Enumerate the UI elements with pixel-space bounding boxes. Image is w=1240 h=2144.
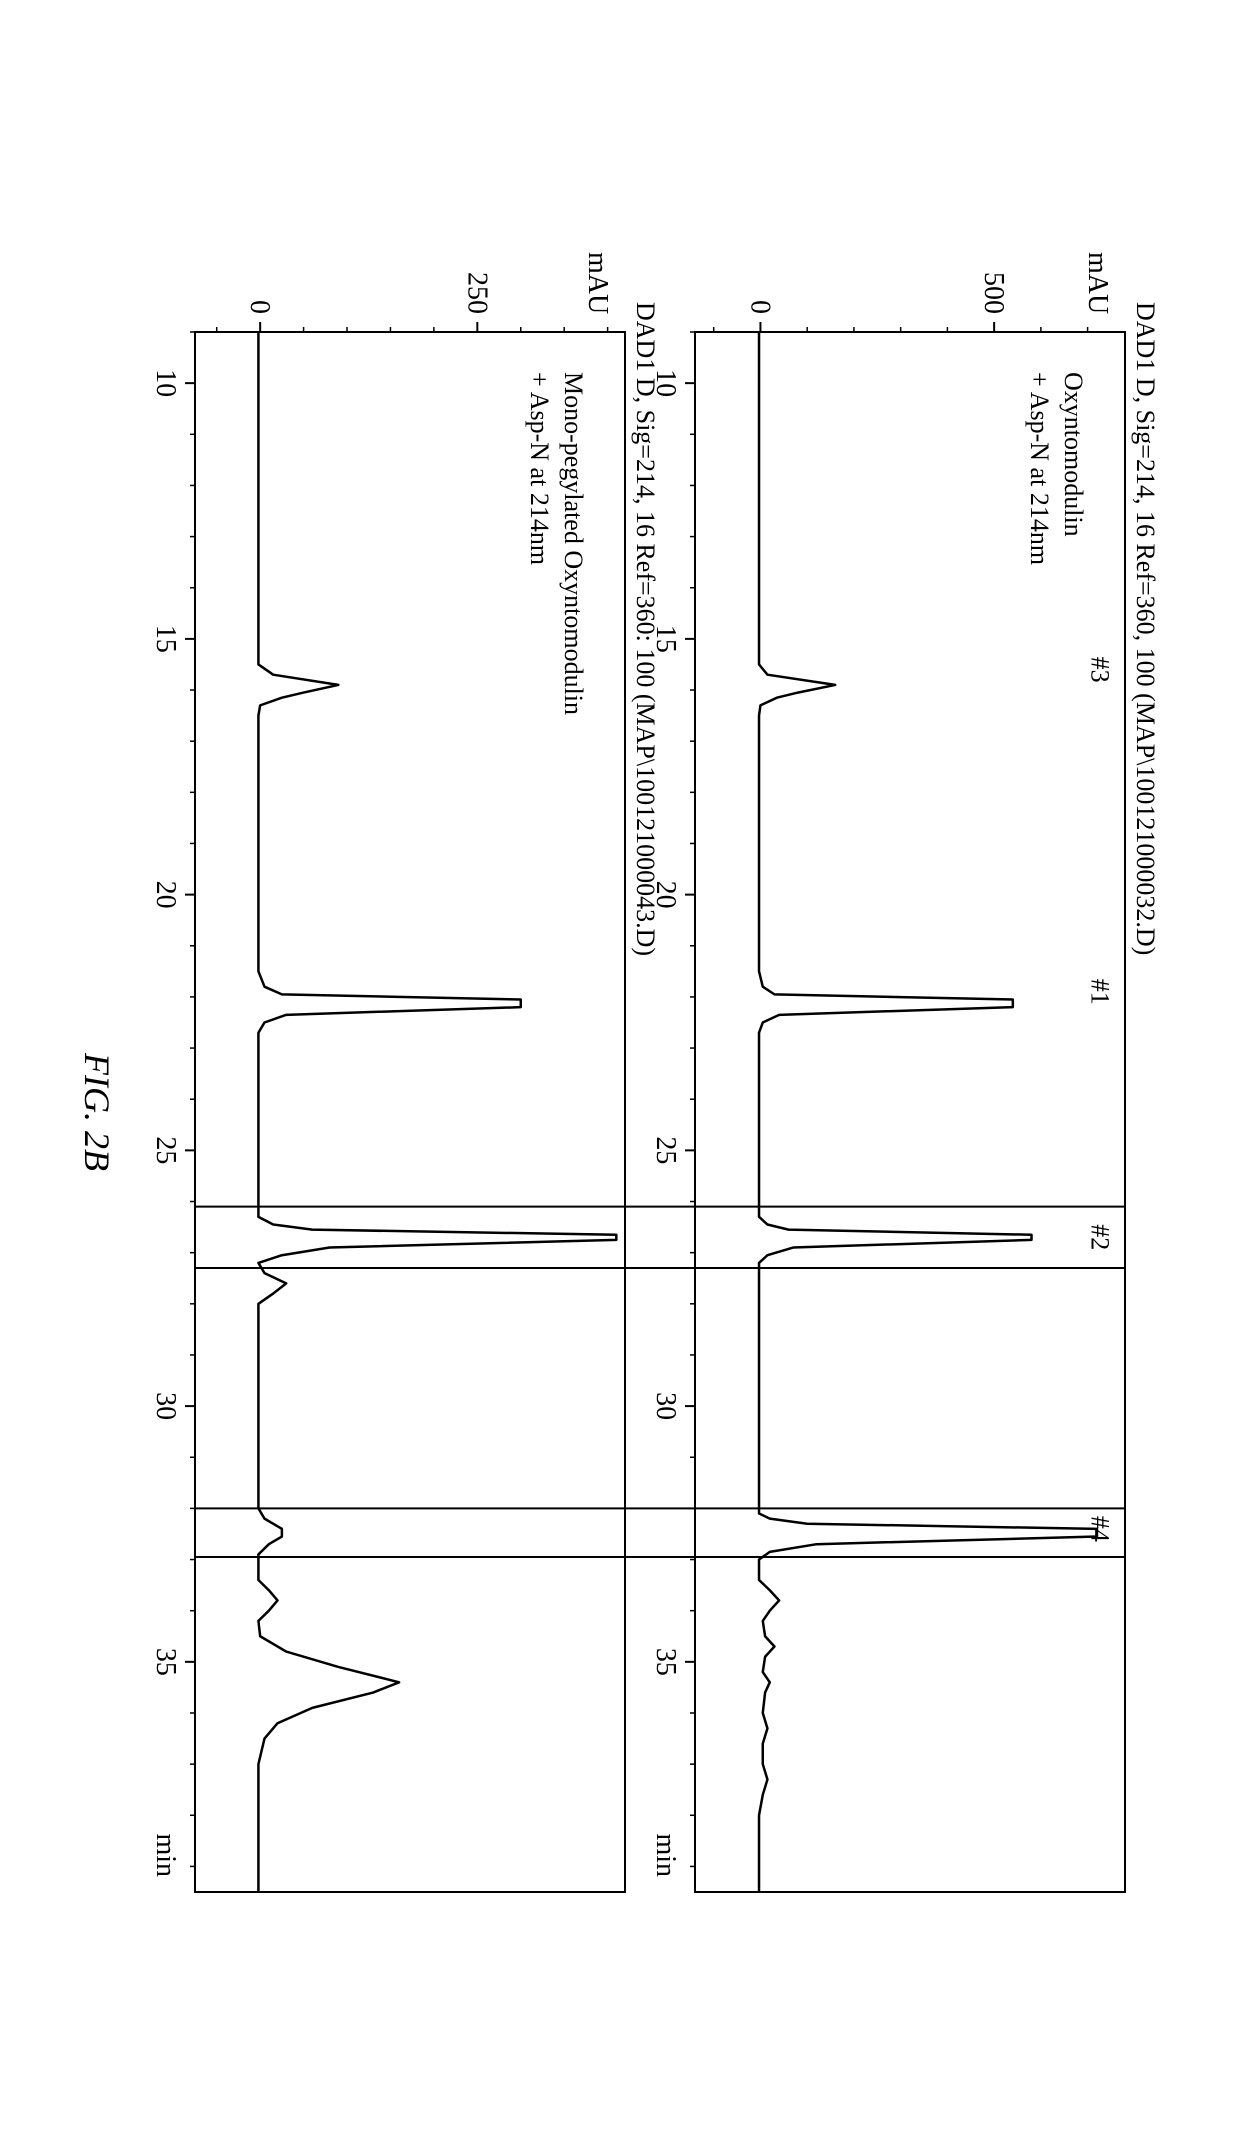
x-tick-label: 30 [650, 1392, 681, 1420]
peak-label: #2 [1086, 1224, 1115, 1250]
x-tick-label: 25 [150, 1136, 181, 1164]
sample-label: Mono-pegylated Oxyntomodulin [559, 372, 588, 715]
figure-caption: FIG. 2B [77, 1052, 117, 1171]
peak-label: #3 [1086, 657, 1115, 683]
sample-label: + Asp-N at 214nm [525, 372, 554, 565]
highlight-region [195, 1508, 1125, 1557]
x-tick-label: 25 [650, 1136, 681, 1164]
peak-label: #1 [1086, 979, 1115, 1005]
y-tick-label: 0 [244, 300, 275, 314]
chromatogram-trace [759, 332, 1097, 1892]
y-tick-label: 500 [978, 272, 1009, 314]
sample-label: + Asp-N at 214nm [1025, 372, 1054, 565]
rotated-stage: DAD1 D, Sig=214, 16 Ref=360, 100 (MAP\10… [55, 222, 1185, 1922]
peak-label: #4 [1086, 1516, 1115, 1542]
y-tick-label: 0 [744, 300, 775, 314]
panel-header: DAD1 D, Sig=214, 16 Ref=360: 100 (MAP\10… [631, 302, 660, 956]
x-tick-label: 30 [150, 1392, 181, 1420]
x-tick-label: 10 [150, 369, 181, 397]
panel-header: DAD1 D, Sig=214, 16 Ref=360, 100 (MAP\10… [1131, 302, 1160, 955]
x-tick-label: 20 [150, 881, 181, 909]
x-axis-label: min [650, 1833, 681, 1877]
x-tick-label: 35 [150, 1648, 181, 1676]
y-axis-label: mAU [1082, 252, 1113, 314]
x-tick-label: 35 [650, 1648, 681, 1676]
y-tick-label: 250 [461, 272, 492, 314]
highlight-region [195, 1207, 1125, 1268]
x-tick-label: 15 [150, 625, 181, 653]
sample-label: Oxyntomodulin [1059, 372, 1088, 537]
y-axis-label: mAU [582, 252, 613, 314]
x-axis-label: min [150, 1833, 181, 1877]
